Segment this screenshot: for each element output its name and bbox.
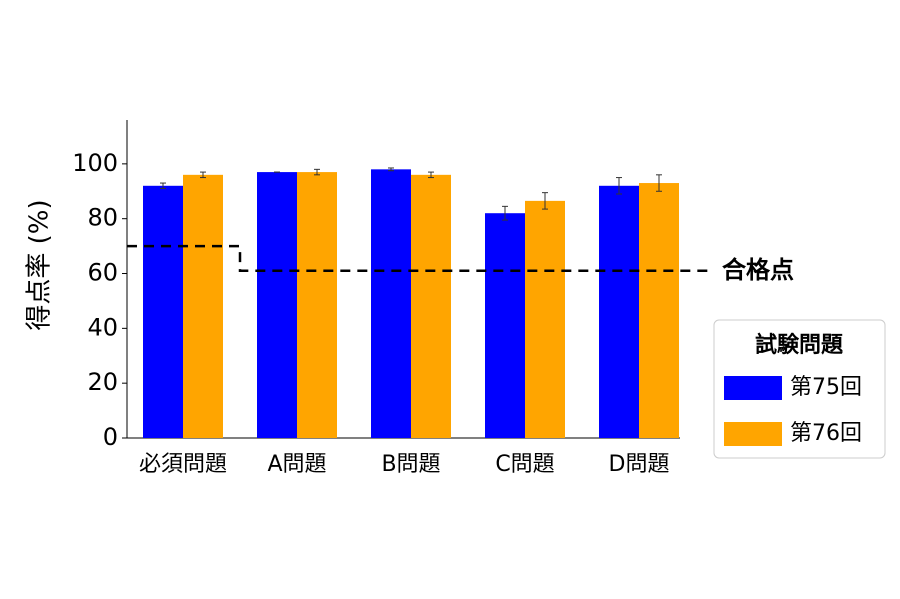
error-bar — [656, 174, 662, 192]
bar — [297, 172, 337, 438]
x-tick-label: A問題 — [267, 452, 326, 477]
x-tick-label: D問題 — [609, 452, 670, 477]
bar — [371, 169, 411, 438]
x-tick-label: 必須問題 — [139, 452, 227, 477]
bar — [485, 213, 525, 438]
x-tick-label: C問題 — [495, 452, 554, 477]
error-bar — [428, 171, 434, 179]
y-axis-label: 得点率 (%) — [25, 199, 55, 330]
legend-swatch — [724, 422, 782, 446]
y-tick-label: 20 — [87, 368, 118, 396]
legend-label: 第76回 — [790, 421, 862, 446]
threshold-line — [127, 244, 710, 273]
bar — [525, 200, 565, 438]
legend-title: 試験問題 — [755, 332, 844, 358]
y-tick-label: 40 — [87, 313, 118, 341]
bar — [257, 172, 297, 438]
threshold-label: 合格点 — [722, 256, 794, 284]
error-bar — [616, 177, 622, 195]
error-bar — [388, 167, 394, 172]
y-tick-label: 80 — [87, 204, 118, 232]
bar — [411, 174, 451, 439]
bar — [143, 185, 183, 438]
y-tick-label: 100 — [72, 149, 118, 177]
error-bar — [160, 182, 166, 190]
bar — [639, 183, 679, 438]
error-bar — [314, 168, 320, 176]
legend-label: 第75回 — [790, 375, 862, 400]
bar — [183, 174, 223, 439]
error-bar — [502, 205, 508, 221]
bar — [599, 185, 639, 438]
y-tick-label: 0 — [103, 423, 118, 451]
x-tick-label: B問題 — [381, 452, 440, 477]
error-bar — [200, 171, 206, 179]
legend-swatch — [724, 376, 782, 400]
y-tick-label: 60 — [87, 259, 118, 287]
error-bar — [542, 192, 548, 210]
